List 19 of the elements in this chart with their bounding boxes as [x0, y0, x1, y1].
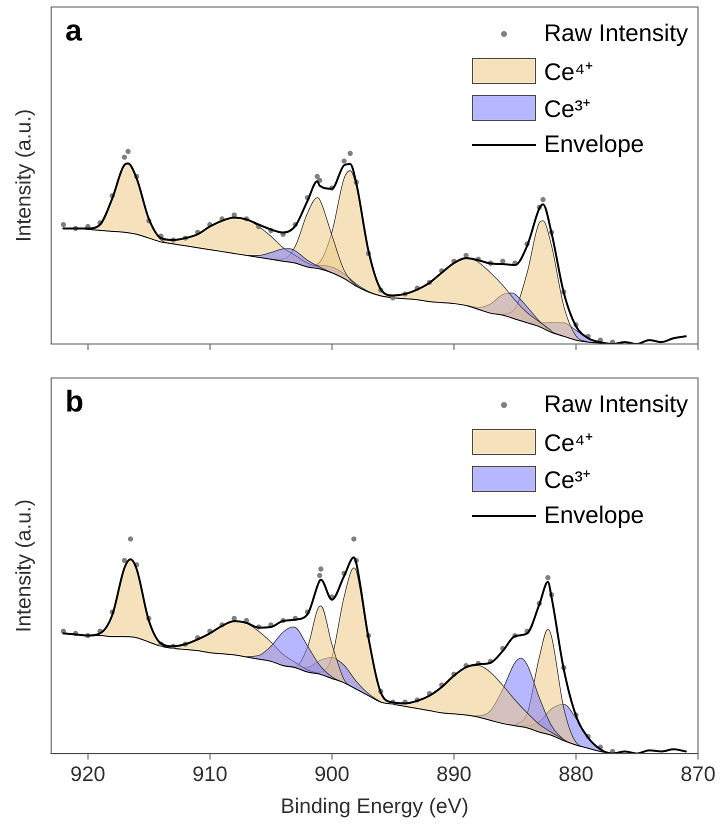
chart-title: a [65, 14, 82, 48]
x-axis-title: Binding Energy (eV) [280, 795, 469, 818]
legend-label: Raw Intensity [544, 20, 688, 48]
x-tick-label: 920 [70, 762, 106, 786]
legend-label: Ce³⁺ [544, 95, 591, 124]
legend-label: Raw Intensity [544, 390, 688, 418]
legend-label: Ce³⁺ [544, 466, 591, 495]
y-axis-title: Intensity (a.u.) [12, 499, 36, 632]
legend-label: Ce⁴⁺ [544, 58, 593, 87]
chart-title: b [65, 385, 84, 418]
x-tick-label: 890 [436, 762, 472, 786]
legend-label: Ce⁴⁺ [544, 429, 593, 458]
legend-label: Envelope [544, 502, 644, 530]
x-tick-label: 910 [192, 762, 228, 786]
x-tick-label: 880 [558, 762, 594, 786]
x-tick-label: 870 [680, 762, 716, 786]
y-axis-title: Intensity (a.u.) [12, 108, 36, 242]
x-tick-label: 900 [314, 762, 350, 786]
legend-label: Envelope [544, 130, 644, 158]
